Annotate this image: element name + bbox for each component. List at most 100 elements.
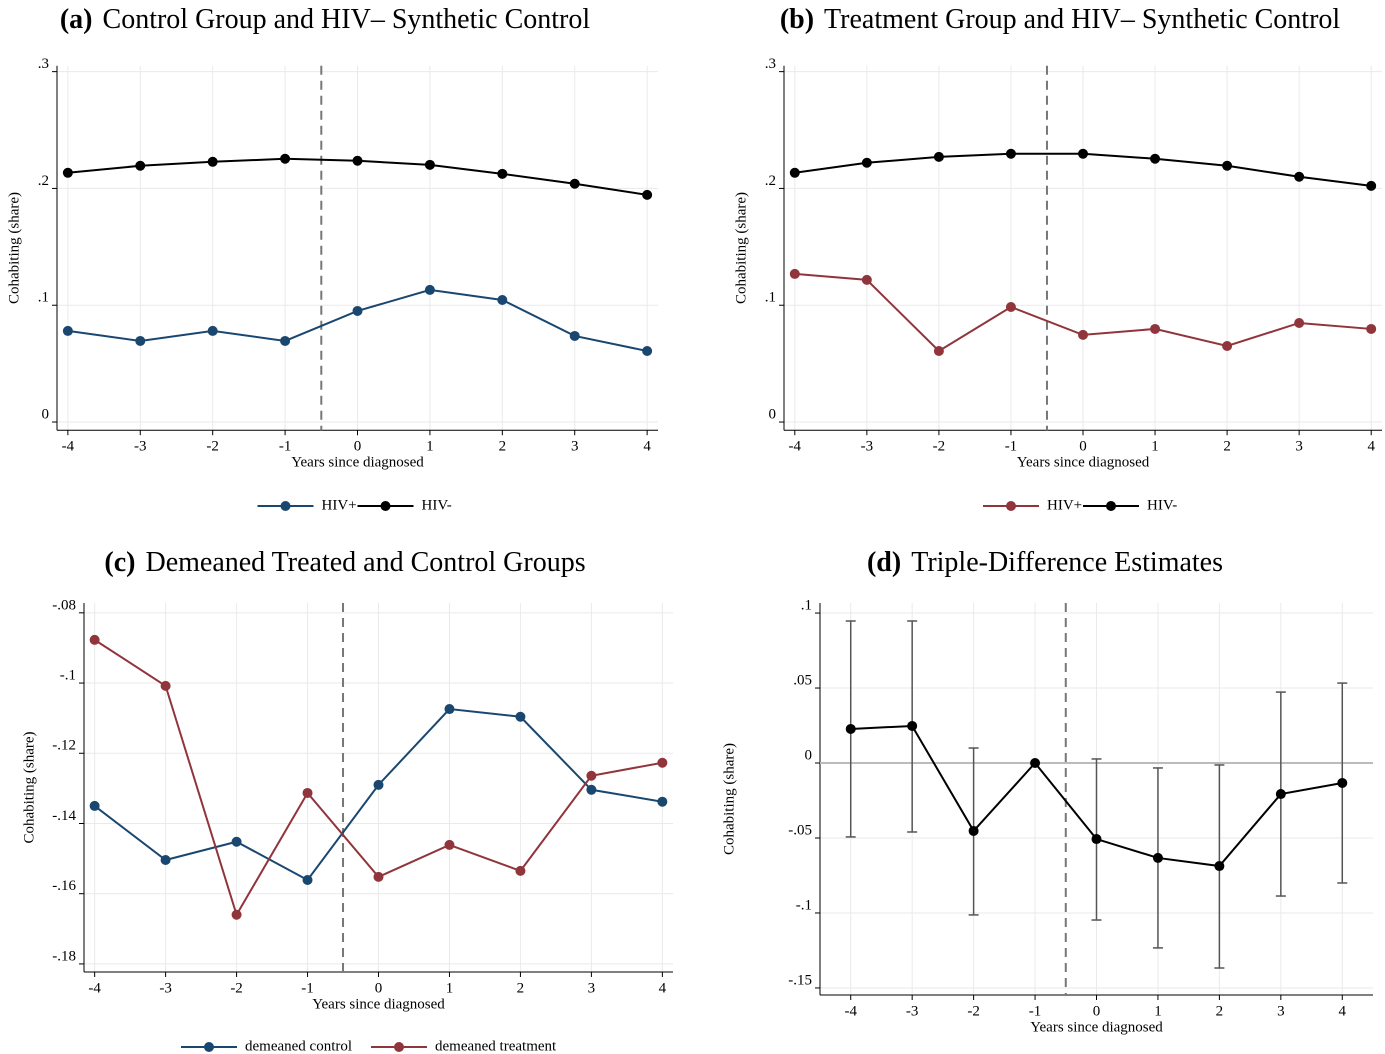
data-point [302,875,313,886]
data-point [1294,317,1305,328]
legend-marker [380,501,391,511]
data-point [861,157,872,168]
x-tick-label: 2 [1216,1003,1224,1019]
data-point [302,787,313,798]
x-tick-label: -1 [301,980,314,996]
x-tick-label: 2 [1223,439,1231,455]
y-tick-label: .05 [793,672,812,688]
data-point [1337,777,1348,788]
data-point [845,723,856,734]
x-tick-label: -3 [861,439,874,455]
data-point [642,346,653,357]
panel-title-text: Demeaned Treated and Control Groups [145,547,585,578]
panel-label: (c) [104,547,135,578]
data-point [569,330,580,341]
x-tick-label: 0 [1079,439,1087,455]
data-point [586,784,597,795]
x-tick-label: -1 [1029,1003,1042,1019]
y-tick-label: -.14 [52,808,76,824]
x-tick-label: 4 [643,439,651,455]
legend-marker [280,501,291,511]
data-point [1214,861,1225,872]
x-tick-label: -2 [206,439,219,455]
data-point [907,720,918,731]
x-tick-label: -2 [933,439,946,455]
x-tick-label: 1 [1151,439,1159,455]
y-tick-label: .3 [765,56,776,72]
x-tick-label: -1 [279,439,292,455]
data-point [280,153,291,164]
data-point [1294,171,1305,182]
panel-title-text: Control Group and HIV– Synthetic Control [103,4,591,35]
data-point [373,871,384,882]
legend-label: HIV+ [322,497,357,513]
data-point [231,836,242,847]
data-point [135,335,146,346]
data-point [1150,323,1161,334]
x-tick-label: 0 [354,439,362,455]
panel-title: (a) Control Group and HIV– Synthetic Cont… [60,4,590,35]
x-tick-label: 4 [1367,439,1375,455]
panel-label: (a) [60,4,93,35]
x-tick-label: 0 [1093,1003,1101,1019]
y-tick-label: .2 [765,173,776,189]
data-point [933,151,944,162]
y-tick-label: -.1 [60,667,76,683]
data-point [1005,301,1016,312]
data-point [515,711,526,722]
x-tick-label: -2 [967,1003,980,1019]
data-point [1222,160,1233,171]
data-point [968,825,979,836]
data-point [1150,153,1161,164]
x-tick-label: 4 [1339,1003,1347,1019]
data-point [135,160,146,171]
x-tick-label: -4 [88,980,101,996]
data-point [89,634,100,645]
data-point [657,757,668,768]
legend-marker [204,1042,214,1052]
data-point [352,155,363,166]
data-point [280,335,291,346]
panel-title: (d) Triple-Difference Estimates [867,547,1223,578]
x-tick-label: 0 [375,980,383,996]
data-point [657,796,668,807]
x-axis-label: Years since diagnosed [1030,1019,1163,1035]
data-point [1078,148,1088,159]
legend-marker [1106,501,1116,511]
legend-marker [1006,501,1016,511]
x-tick-label: -4 [62,439,75,455]
data-point [207,325,218,336]
panel-title: (b) Treatment Group and HIV– Synthetic Co… [780,4,1341,35]
data-point [1275,789,1286,800]
data-point [89,800,100,811]
data-point [62,167,73,178]
y-tick-label: -.16 [52,878,76,894]
y-tick-label: .1 [765,290,776,306]
x-tick-label: 3 [1295,439,1303,455]
data-point [160,855,171,866]
data-point [1366,323,1377,334]
data-point [515,865,526,876]
data-point [352,305,363,316]
data-point [497,168,508,179]
x-tick-label: 1 [1154,1003,1162,1019]
x-tick-label: -4 [789,439,802,455]
legend-label: demeaned treatment [435,1038,557,1054]
y-tick-label: -.05 [788,822,812,838]
x-tick-label: -2 [230,980,243,996]
y-tick-label: 0 [42,406,50,422]
data-point [424,284,435,295]
panel-label: (b) [780,4,814,35]
y-axis-label: Cohabiting (share) [21,731,37,843]
data-point [1078,329,1088,340]
legend-label: HIV+ [1047,497,1082,513]
y-tick-label: -.18 [52,948,76,964]
data-point [789,167,800,178]
data-point [231,909,242,920]
panel-label: (d) [867,547,901,578]
data-point [642,189,653,200]
legend-label: demeaned control [245,1038,352,1054]
x-tick-label: 3 [571,439,579,455]
data-point [444,704,455,715]
data-point [861,274,872,285]
